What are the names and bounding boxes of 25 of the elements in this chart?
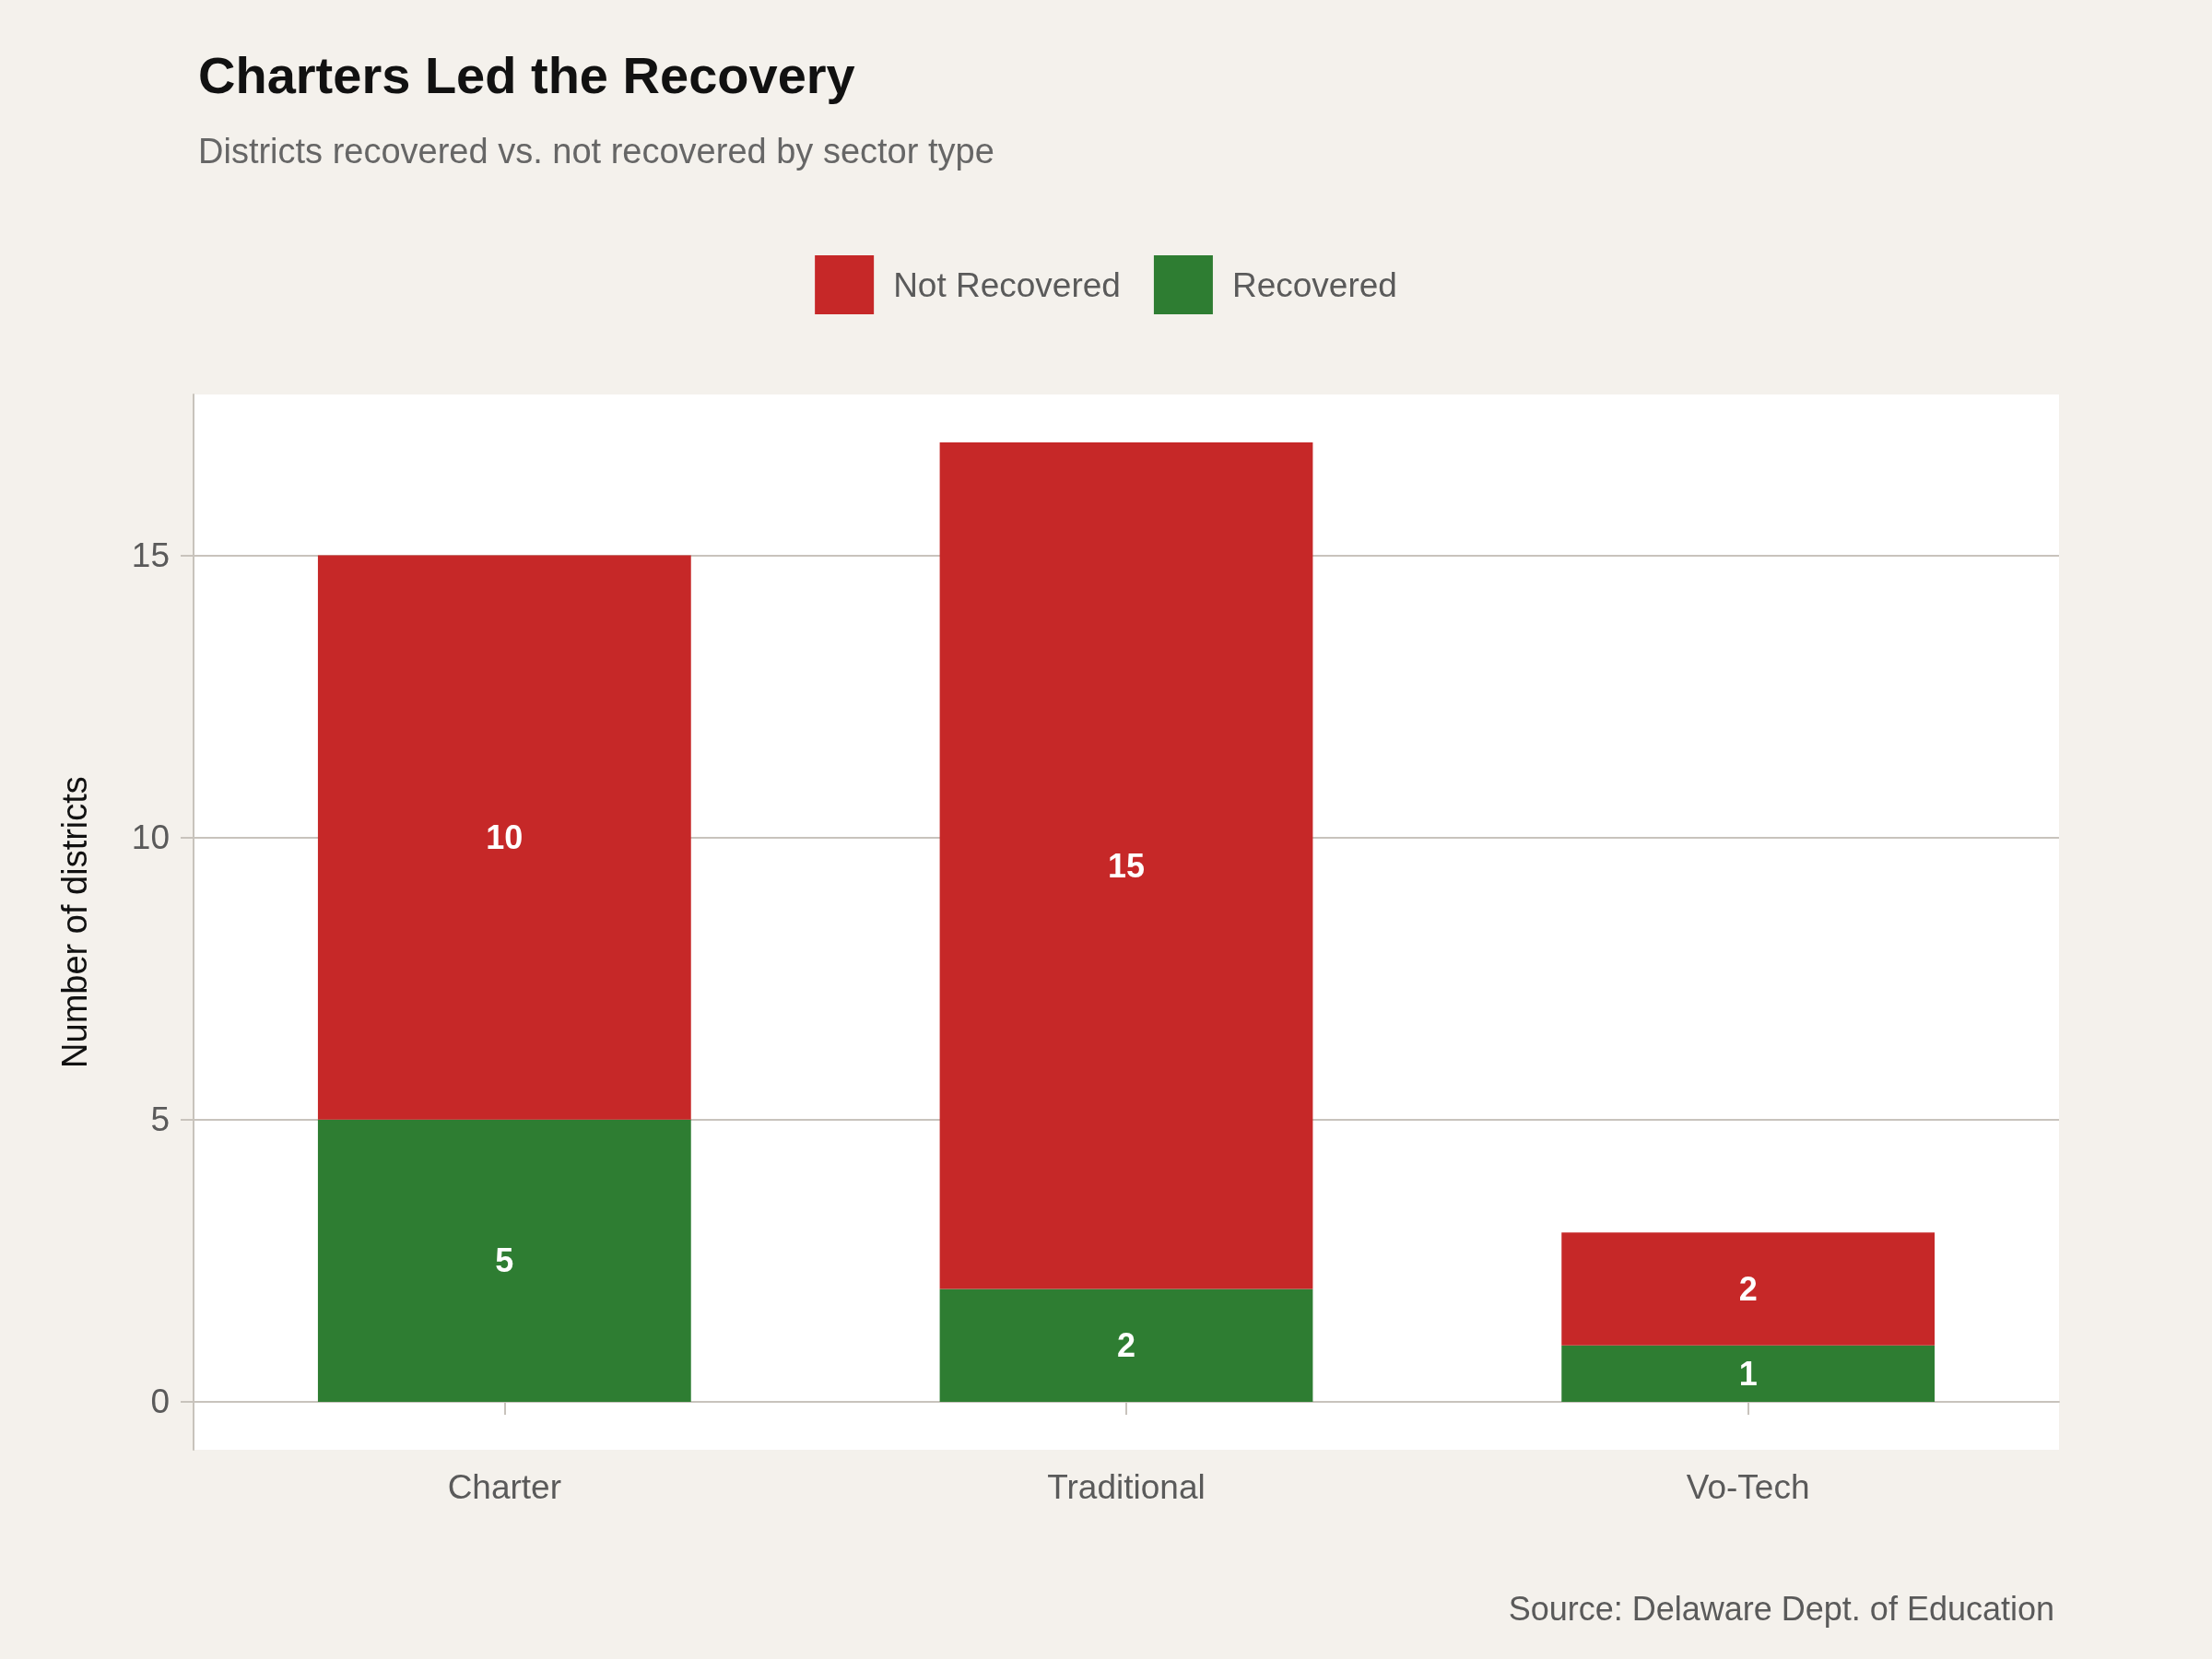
x-tick-label: Traditional <box>1047 1468 1206 1506</box>
bar <box>1561 1345 1936 1402</box>
bar <box>939 1288 1313 1402</box>
x-tick-label: Vo-Tech <box>1686 1468 1810 1506</box>
y-axis-title: Number of districts <box>55 776 94 1068</box>
bar <box>1561 1232 1936 1346</box>
chart-title: Charters Led the Recovery <box>198 45 855 104</box>
data-label: 5 <box>495 1241 514 1280</box>
bar <box>317 1119 691 1402</box>
chart-subtitle: Districts recovered vs. not recovered by sector type <box>198 132 994 171</box>
bar <box>317 555 691 1120</box>
x-tick-label: Charter <box>447 1468 562 1506</box>
data-label: 1 <box>1738 1354 1758 1393</box>
y-tick-label: 10 <box>131 818 170 857</box>
data-label: 10 <box>486 818 524 857</box>
data-label: 2 <box>1738 1269 1758 1308</box>
data-label: 2 <box>1116 1326 1136 1365</box>
source-note: Source: Delaware Dept. of Education <box>1508 1589 2055 1628</box>
y-tick-label: 5 <box>150 1100 170 1139</box>
legend-label: Recovered <box>1231 265 1397 304</box>
y-tick-label: 0 <box>150 1382 170 1421</box>
y-tick-label: 15 <box>131 536 170 575</box>
data-label: 15 <box>1107 846 1146 885</box>
legend-label: Not Recovered <box>893 265 1121 304</box>
bar <box>939 442 1313 1289</box>
